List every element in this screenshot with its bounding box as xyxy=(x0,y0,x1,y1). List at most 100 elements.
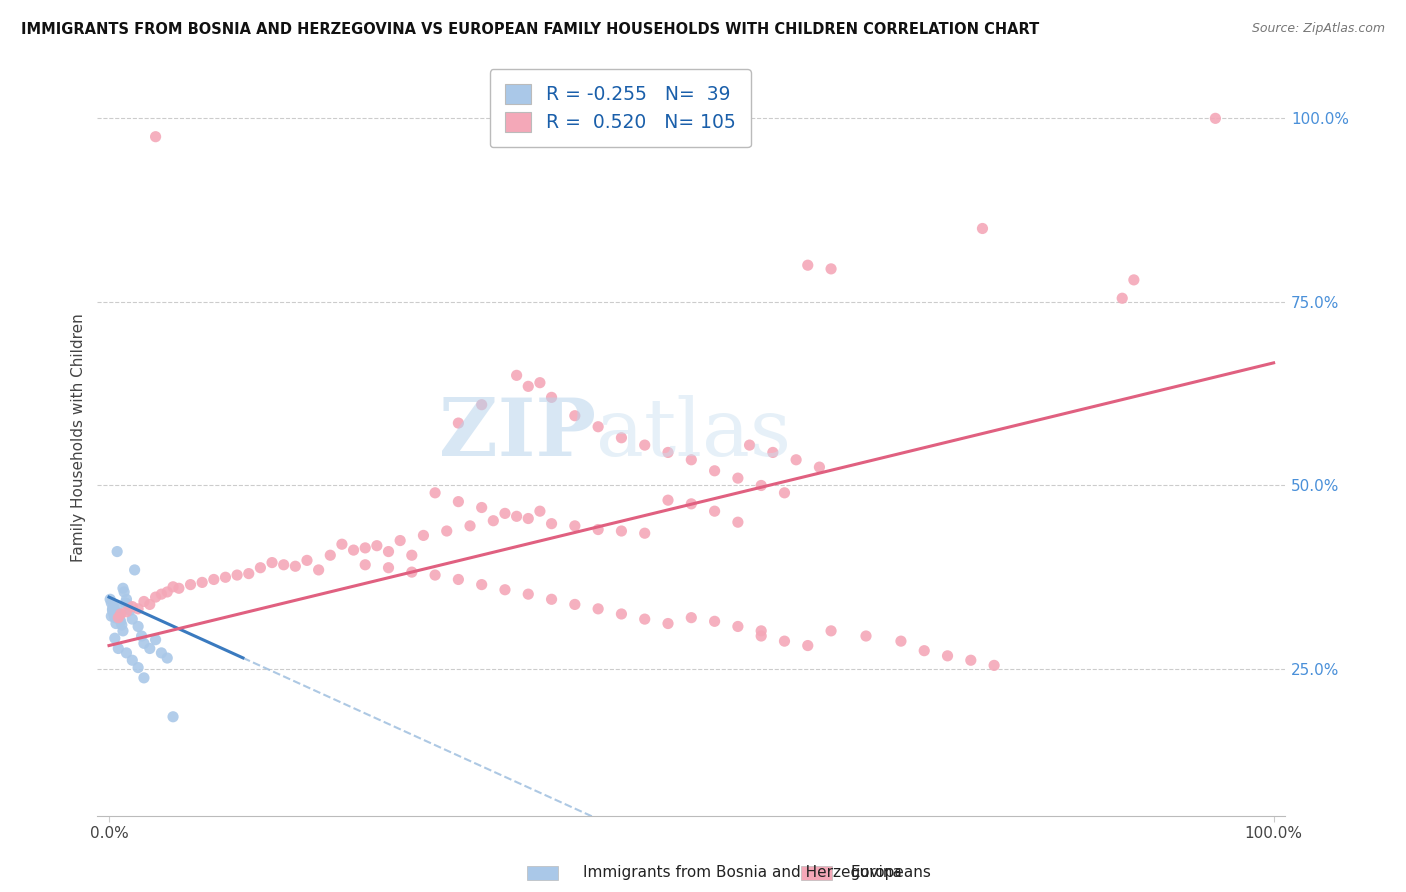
Point xyxy=(423,485,446,500)
Point xyxy=(107,609,129,624)
Point xyxy=(436,524,458,538)
Point xyxy=(681,610,703,624)
Point xyxy=(517,587,540,601)
Point xyxy=(1204,112,1226,126)
Text: ZIP: ZIP xyxy=(439,395,596,473)
Point xyxy=(401,565,423,579)
Point xyxy=(295,553,318,567)
Point xyxy=(505,509,527,524)
Point xyxy=(107,641,129,656)
Point xyxy=(238,566,260,581)
Point xyxy=(657,445,679,459)
Point xyxy=(104,610,127,624)
Point xyxy=(494,582,516,597)
Point xyxy=(610,431,633,445)
Point xyxy=(529,504,551,518)
Point xyxy=(936,648,959,663)
Point xyxy=(517,379,540,393)
Point xyxy=(494,507,516,521)
Point xyxy=(103,599,125,614)
Legend: R = -0.255   N=  39, R =  0.520   N= 105: R = -0.255 N= 39, R = 0.520 N= 105 xyxy=(489,69,751,147)
Point xyxy=(127,619,149,633)
Point xyxy=(105,544,128,558)
Point xyxy=(117,598,139,612)
Point xyxy=(634,526,657,541)
Point xyxy=(110,615,132,629)
Point xyxy=(156,651,179,665)
Point xyxy=(118,603,141,617)
Point xyxy=(139,641,162,656)
Point xyxy=(773,485,796,500)
Point xyxy=(101,602,124,616)
Point xyxy=(703,504,725,518)
Point xyxy=(127,602,149,616)
Point xyxy=(121,599,143,614)
Point xyxy=(401,548,423,562)
Point xyxy=(150,587,173,601)
Point xyxy=(586,523,609,537)
Point xyxy=(366,539,388,553)
Point xyxy=(107,610,129,624)
Point xyxy=(681,497,703,511)
Text: IMMIGRANTS FROM BOSNIA AND HERZEGOVINA VS EUROPEAN FAMILY HOUSEHOLDS WITH CHILDR: IMMIGRANTS FROM BOSNIA AND HERZEGOVINA V… xyxy=(21,22,1039,37)
Point xyxy=(820,261,842,276)
Point xyxy=(471,398,494,412)
Point xyxy=(115,646,138,660)
Point xyxy=(471,500,494,515)
Point xyxy=(226,568,249,582)
Point xyxy=(785,452,807,467)
Point xyxy=(447,494,470,508)
Point xyxy=(139,598,162,612)
Point xyxy=(912,643,935,657)
Point xyxy=(540,592,562,607)
Point xyxy=(389,533,412,548)
Y-axis label: Family Households with Children: Family Households with Children xyxy=(72,313,86,562)
Point xyxy=(1122,273,1144,287)
Point xyxy=(260,556,283,570)
Point xyxy=(972,221,994,235)
Point xyxy=(284,559,307,574)
Point xyxy=(167,582,190,596)
Point xyxy=(104,631,127,645)
Point xyxy=(191,575,214,590)
Point xyxy=(111,618,134,632)
Point xyxy=(505,368,527,383)
Point xyxy=(214,570,236,584)
Point xyxy=(110,607,132,621)
Point xyxy=(564,409,586,423)
Point xyxy=(273,558,295,572)
Point xyxy=(890,634,912,648)
Point xyxy=(797,639,820,653)
Point xyxy=(121,612,143,626)
Point xyxy=(131,629,153,643)
Point xyxy=(342,543,364,558)
Point xyxy=(738,438,761,452)
Point xyxy=(105,599,128,614)
Point xyxy=(202,573,225,587)
Point xyxy=(308,563,330,577)
Point xyxy=(114,596,136,610)
Point xyxy=(330,537,353,551)
Point xyxy=(115,592,138,607)
Point xyxy=(749,478,772,492)
Point xyxy=(145,590,167,604)
Point xyxy=(749,624,772,638)
Point xyxy=(727,515,749,529)
Point xyxy=(586,602,609,616)
Point xyxy=(111,582,134,596)
Text: atlas: atlas xyxy=(596,395,792,473)
Point xyxy=(855,629,877,643)
Point xyxy=(610,524,633,538)
Point xyxy=(145,632,167,647)
Point xyxy=(249,560,271,574)
Point xyxy=(529,376,551,390)
Point xyxy=(156,585,179,599)
Point xyxy=(121,653,143,667)
Point xyxy=(540,516,562,531)
Point xyxy=(447,573,470,587)
Point xyxy=(354,541,377,555)
Point xyxy=(773,634,796,648)
Point xyxy=(377,544,399,558)
Point xyxy=(564,519,586,533)
Point xyxy=(115,605,138,619)
